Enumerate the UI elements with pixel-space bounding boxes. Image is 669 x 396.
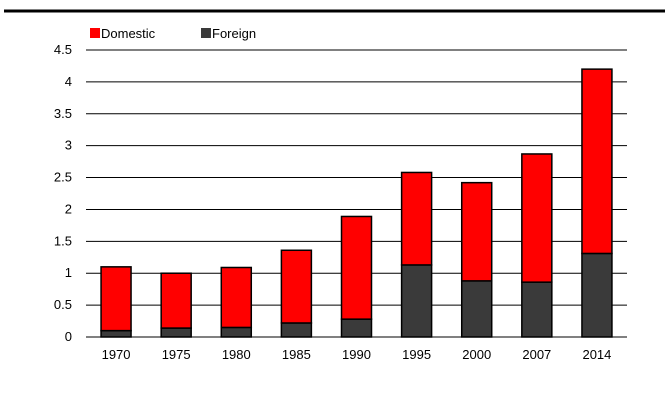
y-tick-label: 4 — [65, 74, 72, 89]
bars — [100, 68, 613, 338]
bar-domestic-2007 — [521, 153, 553, 283]
x-tick-label: 2000 — [462, 347, 491, 362]
y-tick-label: 1 — [65, 265, 72, 280]
bar-domestic-1995 — [400, 171, 433, 266]
legend-label-domestic: Domestic — [101, 26, 156, 41]
y-tick-label: 4.5 — [54, 42, 72, 57]
x-axis-ticks: 1970 1975 1980 1985 1990 1995 2000 2007 2014 — [102, 347, 612, 362]
x-tick-label: 1980 — [222, 347, 251, 362]
bar-foreign-1980 — [220, 326, 253, 338]
legend-label-foreign: Foreign — [212, 26, 256, 41]
bar-domestic-1975 — [160, 272, 192, 329]
bar-domestic-2014 — [581, 68, 613, 255]
y-tick-label: 2 — [65, 201, 72, 216]
x-tick-label: 2014 — [582, 347, 611, 362]
bar-domestic-1980 — [220, 266, 253, 329]
bar-domestic-1985 — [280, 249, 313, 324]
legend-swatch-foreign — [201, 28, 211, 38]
x-tick-label: 1990 — [342, 347, 371, 362]
y-tick-label: 0.5 — [54, 297, 72, 312]
bar-domestic-1970 — [100, 266, 132, 332]
bar-foreign-1970 — [100, 329, 132, 338]
y-tick-label: 3.5 — [54, 106, 72, 121]
y-tick-label: 2.5 — [54, 170, 72, 185]
x-tick-label: 1995 — [402, 347, 431, 362]
legend: Domestic Foreign — [90, 26, 256, 41]
x-tick-label: 1970 — [102, 347, 131, 362]
bar-domestic-2000 — [460, 181, 493, 282]
bar-foreign-2007 — [521, 281, 553, 338]
y-tick-label: 0 — [65, 329, 72, 344]
x-tick-label: 1985 — [282, 347, 311, 362]
y-tick-label: 1.5 — [54, 233, 72, 248]
y-axis-ticks: 0 0.5 1 1.5 2 2.5 3 3.5 4 4.5 — [54, 42, 72, 344]
bar-foreign-1990 — [340, 318, 373, 338]
bar-foreign-2000 — [460, 280, 493, 338]
bar-foreign-1975 — [160, 327, 192, 338]
bar-foreign-2014 — [581, 252, 613, 338]
x-tick-label: 2007 — [522, 347, 551, 362]
bar-foreign-1995 — [400, 264, 433, 338]
bar-domestic-1990 — [340, 215, 373, 320]
x-tick-label: 1975 — [162, 347, 191, 362]
legend-swatch-domestic — [90, 28, 100, 38]
bar-foreign-1985 — [280, 322, 313, 338]
y-tick-label: 3 — [65, 138, 72, 153]
